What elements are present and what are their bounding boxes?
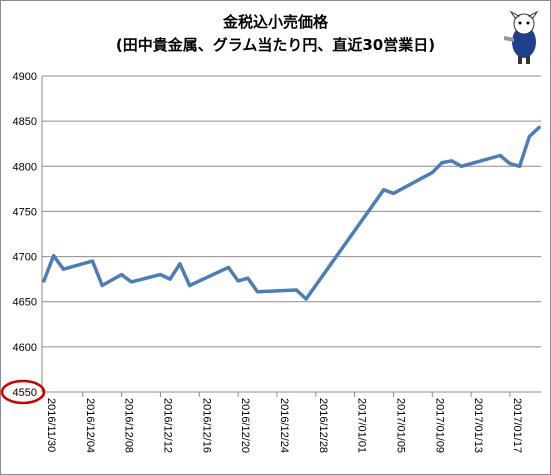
y-tick-label: 4700	[13, 252, 37, 264]
x-tick-label: 2016/12/28	[317, 398, 329, 453]
mascot-icon	[504, 10, 539, 64]
y-tick-label: 4800	[13, 161, 37, 173]
data-point	[120, 273, 124, 277]
annotation-layer	[0, 379, 46, 405]
price-series-line	[42, 125, 541, 301]
chart-title: 金税込小売価格	[222, 13, 328, 31]
data-point	[246, 276, 250, 280]
data-point	[61, 267, 65, 271]
data-point	[255, 290, 260, 294]
y-tick-label: 4600	[13, 342, 37, 354]
data-point	[236, 279, 240, 283]
data-point	[430, 171, 434, 175]
data-point	[129, 280, 133, 284]
series-layer	[42, 125, 541, 301]
data-point	[498, 153, 502, 158]
y-tick-label: 4900	[13, 71, 37, 83]
data-point	[508, 161, 512, 166]
x-tick-label: 2016/12/12	[161, 398, 173, 453]
x-tick-label: 2017/01/09	[433, 398, 445, 453]
x-tick-label: 2016/12/16	[200, 398, 212, 453]
data-point	[537, 125, 541, 130]
data-point	[440, 161, 444, 165]
data-point	[450, 159, 454, 163]
x-tick-label: 2016/11/30	[45, 398, 57, 452]
chart-subtitle: (田中貴金属、グラム当たり円、直近30営業日)	[115, 36, 436, 54]
x-tick-label: 2017/01/01	[356, 398, 368, 453]
y-tick-label: 4850	[13, 116, 37, 128]
x-tick-label: 2016/12/08	[123, 398, 135, 453]
data-point	[527, 134, 531, 139]
data-point	[391, 191, 396, 195]
data-point	[187, 283, 192, 288]
x-tick-label: 2017/01/17	[511, 398, 523, 453]
data-point	[90, 259, 95, 263]
data-point	[382, 188, 386, 192]
data-point	[52, 254, 56, 258]
data-point	[294, 288, 298, 292]
x-tick-label: 2016/12/24	[278, 398, 290, 453]
data-point	[42, 279, 46, 283]
gridlines	[42, 75, 541, 393]
x-tick-label: 2016/12/20	[239, 398, 251, 453]
x-tick-label: 2016/12/04	[84, 398, 96, 453]
data-point	[178, 262, 182, 266]
y-tick-label: 4650	[13, 297, 37, 309]
data-point	[459, 164, 463, 168]
x-tick-label: 2017/01/05	[394, 398, 406, 453]
highlight-circle	[0, 379, 46, 405]
y-tick-label: 4750	[13, 206, 37, 218]
data-point	[168, 277, 172, 281]
data-point	[518, 164, 522, 168]
x-axis: 2016/11/30 2016/12/04 2016/12/08 2016/12/12…	[41, 76, 541, 453]
data-point	[100, 283, 104, 288]
data-point	[110, 278, 114, 282]
data-point	[304, 297, 308, 301]
data-point	[158, 273, 163, 277]
x-tick-label: 2017/01/13	[472, 398, 484, 453]
y-tick-label: 4550	[13, 387, 37, 399]
data-point	[226, 265, 230, 270]
y-axis-ticks: 4550 4600 4650 4700 4750 4800 4850 4900	[13, 71, 37, 399]
